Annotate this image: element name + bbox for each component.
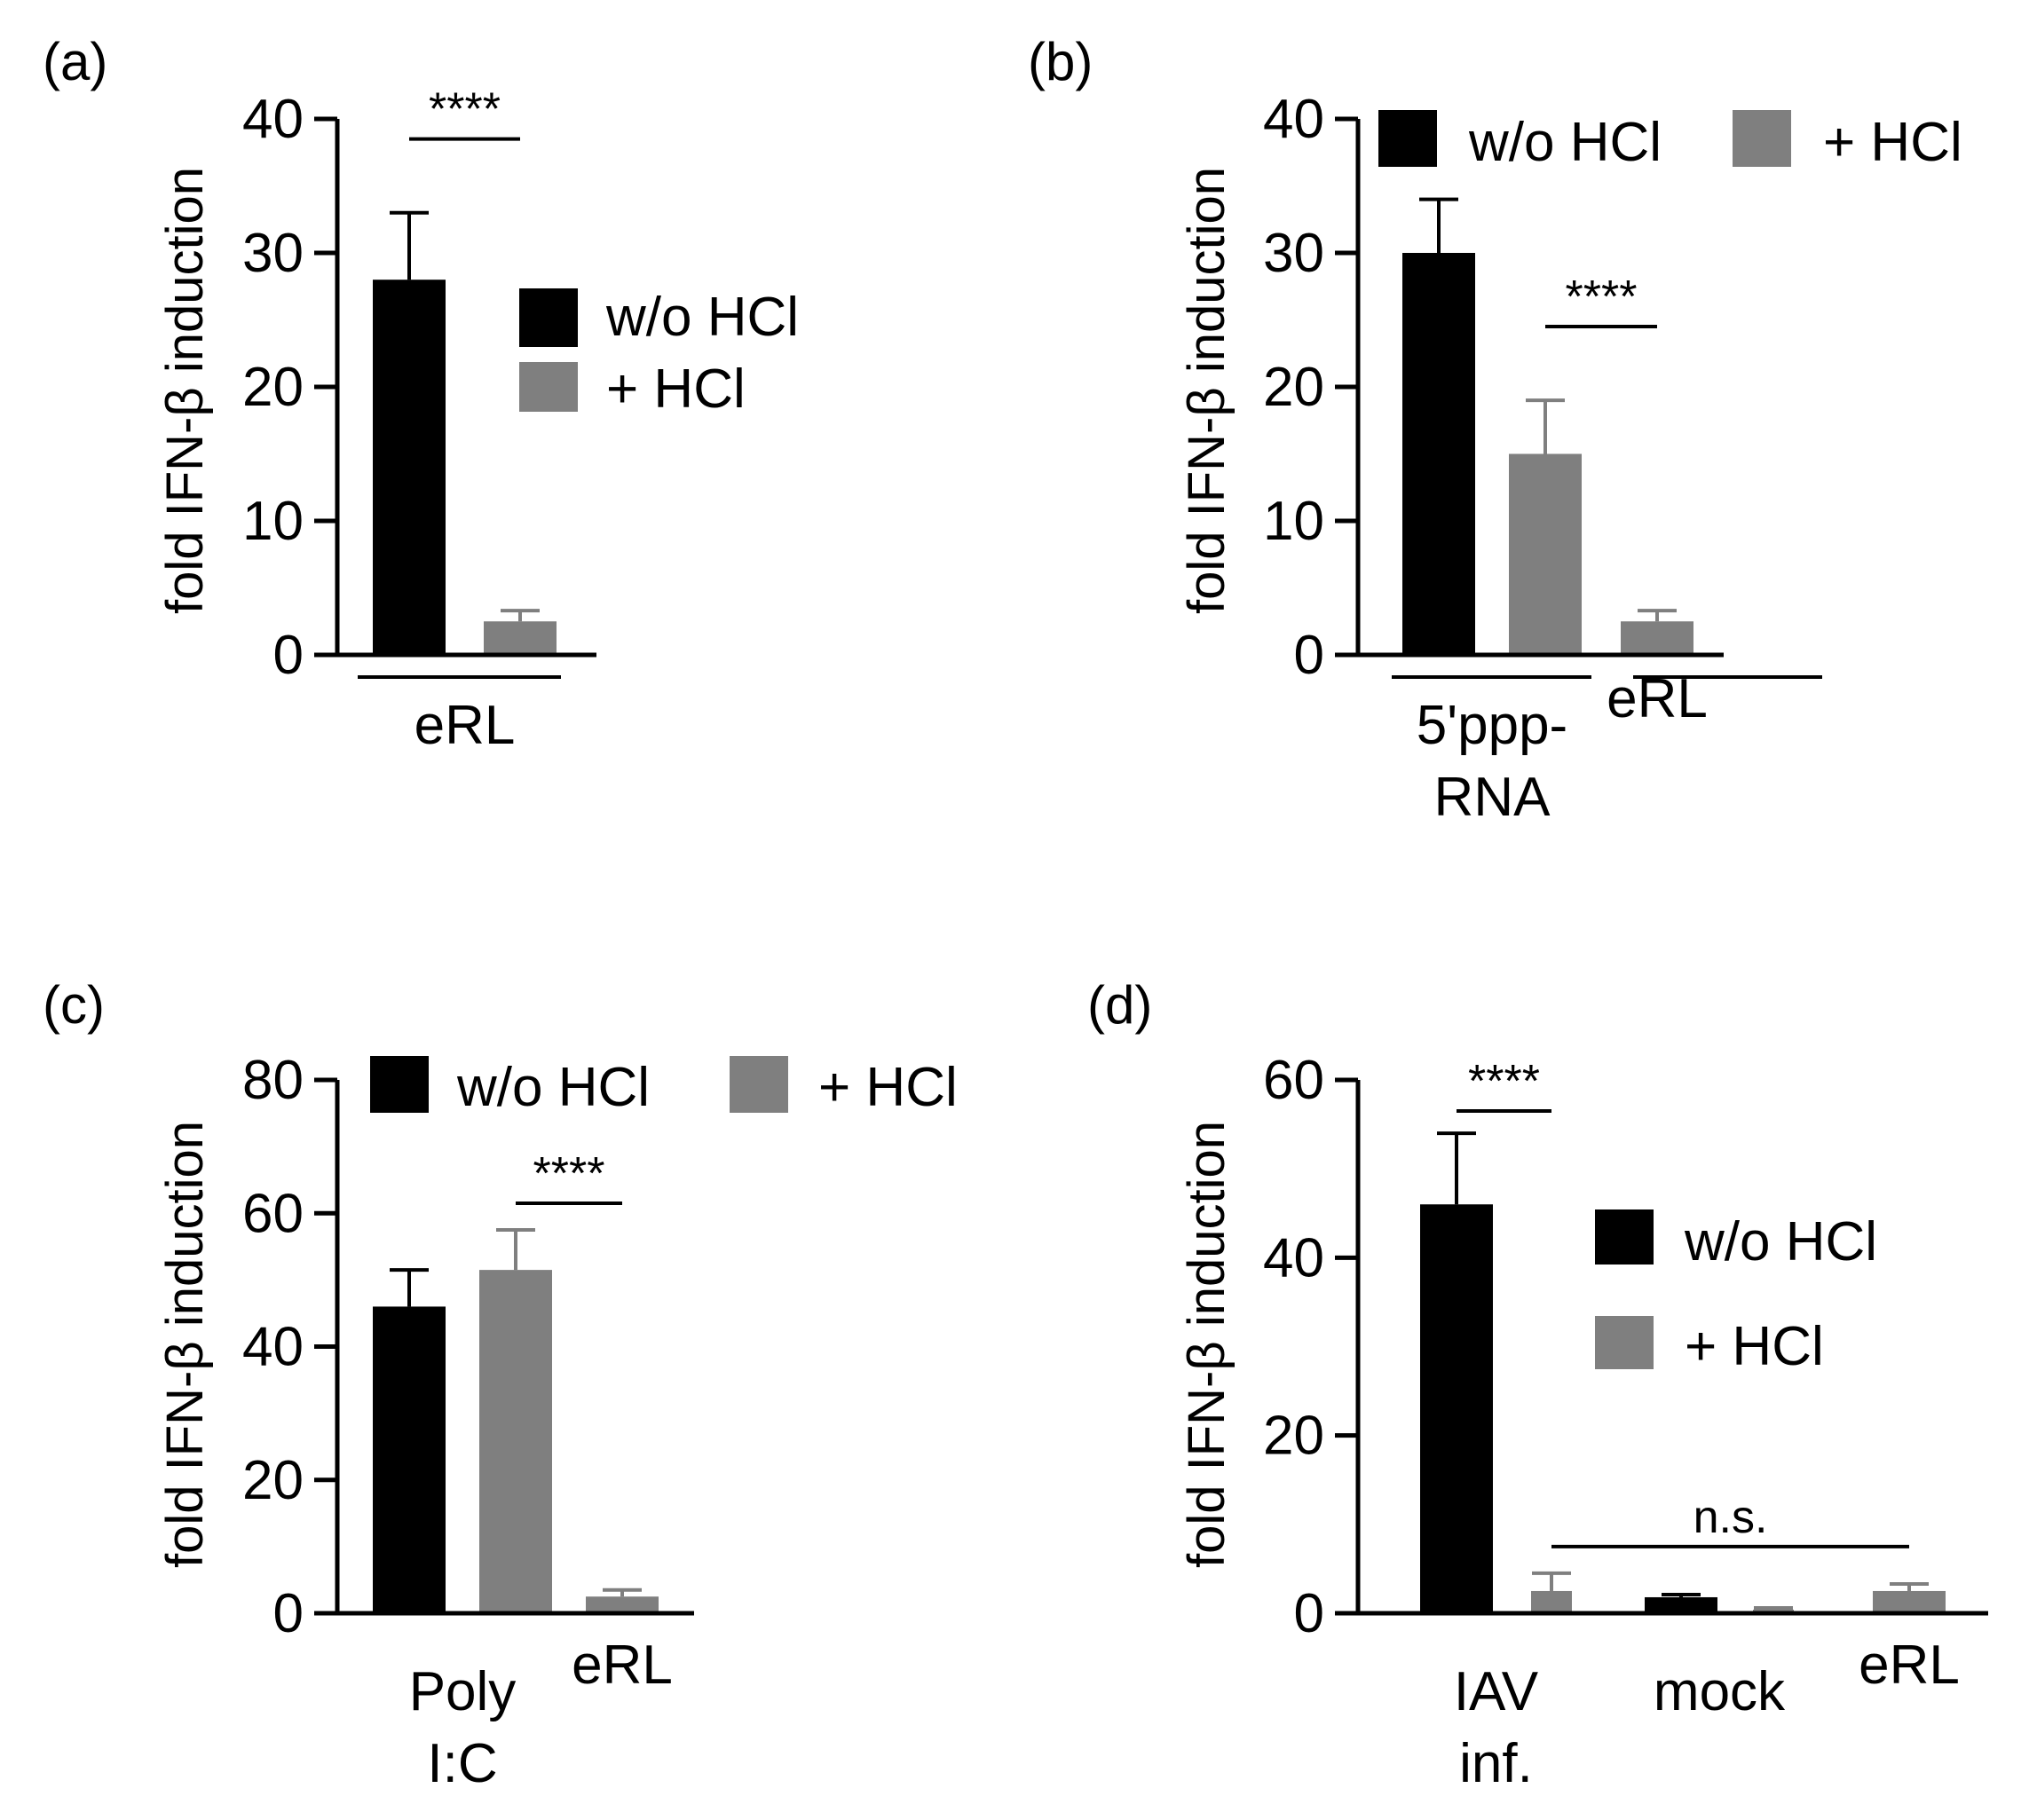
- bar: [484, 621, 557, 655]
- legend-label-hcl: + HCl: [1823, 112, 1962, 173]
- y-tick-label: 80: [242, 1050, 304, 1111]
- x-category-label: RNA: [1434, 767, 1551, 828]
- bar: [373, 1306, 446, 1613]
- x-category-label: eRL: [572, 1635, 673, 1696]
- legend-swatch-hcl: [1733, 110, 1791, 167]
- y-axis-label: fold IFN-β induction: [1178, 167, 1236, 614]
- panel-label: (d): [1087, 975, 1152, 1035]
- x-category-label: Poly: [409, 1661, 517, 1722]
- panel-d: (d) fold IFN-β induction 0 20 40 60 IAV inf. m…: [1087, 675, 1988, 1794]
- legend-label-wo-hcl: w/o HCl: [1684, 1211, 1877, 1272]
- legend-swatch-hcl: [1595, 1316, 1654, 1369]
- significance-label: ****: [533, 1148, 605, 1200]
- legend-swatch-hcl: [730, 1056, 788, 1113]
- bar: [479, 1270, 552, 1613]
- bar: [1402, 253, 1475, 655]
- y-tick-label: 20: [242, 357, 304, 418]
- y-tick-label: 0: [1294, 625, 1324, 686]
- y-tick-label: 20: [1263, 1406, 1324, 1467]
- bar: [373, 280, 446, 655]
- y-axis-label: fold IFN-β induction: [1178, 1121, 1236, 1568]
- legend: w/o HCl + HCl: [1595, 1209, 1877, 1377]
- legend: w/o HCl + HCl: [1378, 110, 1962, 173]
- significance-label: n.s.: [1693, 1492, 1768, 1543]
- legend: w/o HCl + HCl: [370, 1056, 958, 1118]
- plot-area: 0 20 40 60 80 Poly I:C eRL ****: [242, 675, 694, 1794]
- legend-label-wo-hcl: w/o HCl: [456, 1057, 650, 1118]
- bar: [1531, 1590, 1572, 1613]
- y-axis-label: fold IFN-β induction: [156, 167, 214, 614]
- plot-area: 0 20 40 60 IAV inf. mock eRL **** n.s.: [1263, 675, 1988, 1794]
- significance-label: ****: [1468, 1056, 1540, 1107]
- legend-label-hcl: + HCl: [1685, 1316, 1824, 1377]
- y-tick-label: 40: [242, 89, 304, 150]
- y-tick-label: 10: [242, 491, 304, 552]
- y-axis-label: fold IFN-β induction: [156, 1121, 214, 1568]
- legend-label-wo-hcl: w/o HCl: [605, 287, 799, 348]
- significance-label: ****: [1566, 272, 1638, 323]
- legend-label-hcl: + HCl: [606, 358, 746, 420]
- y-tick-label: 0: [273, 1583, 304, 1644]
- legend-label-wo-hcl: w/o HCl: [1468, 112, 1662, 173]
- panel-b: (b) fold IFN-β induction 0 10 20 30 40 5'ppp-…: [1028, 32, 1962, 828]
- bar: [1621, 621, 1693, 655]
- bar: [1645, 1596, 1717, 1613]
- y-tick-label: 40: [1263, 89, 1324, 150]
- bar: [586, 1596, 659, 1613]
- y-tick-label: 20: [1263, 357, 1324, 418]
- y-tick-label: 30: [242, 223, 304, 284]
- y-tick-label: 10: [1263, 491, 1324, 552]
- legend-swatch-wo-hcl: [1595, 1209, 1654, 1265]
- x-category-label: IAV: [1454, 1661, 1539, 1722]
- y-tick-label: 60: [242, 1183, 304, 1244]
- y-tick-label: 0: [1294, 1583, 1324, 1644]
- y-tick-label: 30: [1263, 223, 1324, 284]
- x-category-label: 5'ppp-: [1417, 695, 1567, 756]
- y-tick-label: 40: [1263, 1227, 1324, 1288]
- legend-swatch-hcl: [519, 362, 578, 412]
- bar: [1873, 1590, 1946, 1613]
- x-category-label: eRL: [414, 695, 516, 756]
- y-tick-label: 0: [273, 625, 304, 686]
- legend-label-hcl: + HCl: [818, 1057, 958, 1118]
- x-category-label: inf.: [1459, 1733, 1533, 1794]
- y-tick-label: 40: [242, 1317, 304, 1378]
- legend: w/o HCl + HCl: [519, 287, 799, 420]
- legend-swatch-wo-hcl: [370, 1056, 429, 1113]
- panel-a: (a) fold IFN-β induction 0 10 20 30 40 eRL ***…: [43, 32, 799, 756]
- plot-area: 0 10 20 30 40 eRL ****: [242, 84, 596, 756]
- y-tick-label: 20: [242, 1450, 304, 1511]
- panel-label: (c): [43, 975, 105, 1035]
- x-category-label: I:C: [427, 1733, 497, 1794]
- panel-label: (b): [1028, 32, 1093, 91]
- bar: [1509, 453, 1582, 655]
- panel-c: (c) fold IFN-β induction 0 20 40 60 80 Poly I:…: [43, 675, 958, 1794]
- x-category-label: eRL: [1859, 1635, 1960, 1696]
- x-category-label: mock: [1654, 1661, 1786, 1722]
- significance-label: ****: [429, 84, 501, 136]
- y-tick-label: 60: [1263, 1050, 1324, 1111]
- legend-swatch-wo-hcl: [1378, 110, 1437, 167]
- bar: [1420, 1204, 1493, 1613]
- legend-swatch-wo-hcl: [519, 288, 578, 347]
- panel-label: (a): [43, 32, 107, 91]
